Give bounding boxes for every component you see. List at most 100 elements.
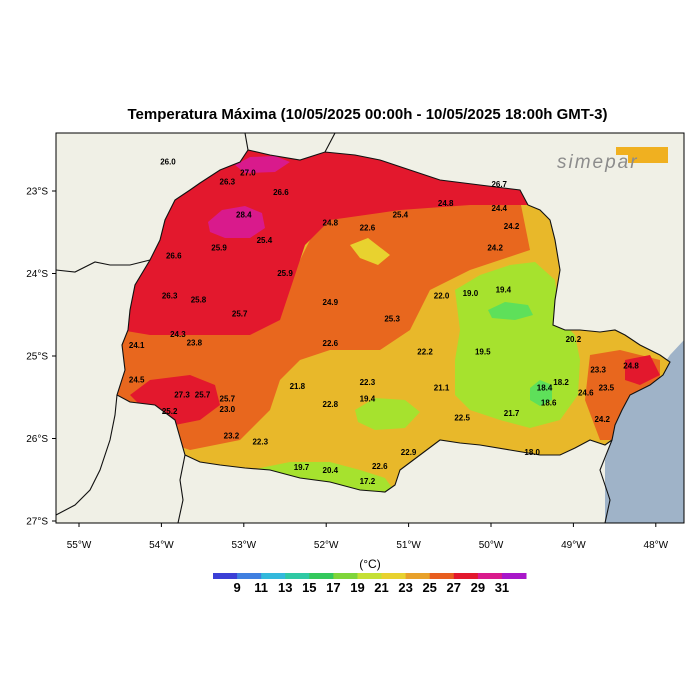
legend-label: 17 xyxy=(326,580,340,595)
station-value: 19.4 xyxy=(496,285,512,294)
lat-tick-label: 25°S xyxy=(26,352,48,363)
zone-21-shape xyxy=(350,238,390,265)
station-value: 24.9 xyxy=(323,298,339,307)
lat-tick-label: 26°S xyxy=(26,434,48,445)
sp-ms-border xyxy=(244,133,249,151)
station-value: 25.7 xyxy=(232,309,248,318)
longitude-axis: 55°W 54°W 53°W 52°W 51°W 50°W 49°W 48°W xyxy=(67,523,669,551)
map-area: 26.0 27.0 26.3 26.6 28.4 24.8 22.6 25.4 24.8 26.7… xyxy=(56,133,684,523)
legend-label: 13 xyxy=(278,580,292,595)
station-value: 27.3 xyxy=(174,390,190,399)
station-value: 25.3 xyxy=(384,314,400,323)
legend-label: 19 xyxy=(350,580,364,595)
station-value: 24.2 xyxy=(487,243,503,252)
logo-accent-icon xyxy=(616,147,668,163)
zone-27-east xyxy=(625,355,660,385)
station-value: 26.6 xyxy=(273,188,289,197)
legend-swatch xyxy=(237,573,262,579)
zone-21-south xyxy=(355,398,420,430)
station-value: 22.6 xyxy=(360,224,376,233)
station-value: 24.4 xyxy=(491,204,507,213)
borders xyxy=(56,133,671,523)
color-legend: (°C) 9 11 13 15 17 19 21 23 25 27 29 31 xyxy=(213,557,527,595)
station-value: 23.2 xyxy=(224,432,240,441)
simepar-logo: simepar xyxy=(557,147,668,173)
station-value: 21.7 xyxy=(504,409,520,418)
station-value: 23.3 xyxy=(590,366,606,375)
legend-label: 9 xyxy=(233,580,240,595)
station-value: 23.0 xyxy=(220,405,236,414)
station-value: 24.8 xyxy=(323,219,339,228)
station-value: 24.2 xyxy=(594,415,610,424)
legend-swatch xyxy=(381,573,407,579)
station-value: 18.0 xyxy=(524,448,540,457)
legend-swatch xyxy=(261,573,286,579)
logo-text: simepar xyxy=(557,152,639,173)
latitude-axis: 23°S 24°S 25°S 26°S 27°S xyxy=(26,187,56,528)
station-value: 25.7 xyxy=(220,394,236,403)
station-value: 17.2 xyxy=(360,477,376,486)
zone-29-north xyxy=(235,156,290,173)
station-values: 26.0 27.0 26.3 26.6 28.4 24.8 22.6 25.4 24.8 26.7… xyxy=(129,158,640,486)
station-value: 18.2 xyxy=(553,378,569,387)
station-value: 25.4 xyxy=(257,236,273,245)
station-value: 27.0 xyxy=(240,168,256,177)
ocean xyxy=(605,340,684,523)
legend-label: 23 xyxy=(398,580,412,595)
station-value: 24.8 xyxy=(623,361,639,370)
legend-label: 11 xyxy=(254,580,268,595)
paraguay-border xyxy=(56,259,151,273)
station-value: 21.8 xyxy=(290,382,306,391)
lon-tick-label: 48°W xyxy=(644,540,669,551)
legend-label: 25 xyxy=(422,580,436,595)
station-value: 22.3 xyxy=(360,378,376,387)
station-value: 26.6 xyxy=(166,252,182,261)
lon-tick-label: 54°W xyxy=(149,540,174,551)
station-value: 19.7 xyxy=(294,463,310,472)
station-value: 25.9 xyxy=(277,269,293,278)
zone-19-a xyxy=(488,302,533,320)
station-value: 24.5 xyxy=(129,375,145,384)
lon-tick-label: 55°W xyxy=(67,540,92,551)
zone-19-b xyxy=(530,380,552,406)
station-value: 22.3 xyxy=(252,437,268,446)
sp-inland-border xyxy=(324,133,336,153)
lat-tick-label: 24°S xyxy=(26,269,48,280)
station-value: 21.1 xyxy=(434,384,450,393)
station-value: 19.5 xyxy=(475,347,491,356)
station-value: 28.4 xyxy=(236,210,252,219)
station-value: 25.8 xyxy=(191,295,207,304)
legend-swatch xyxy=(477,573,503,579)
station-value: 24.6 xyxy=(578,389,594,398)
sc-border-east xyxy=(599,439,613,523)
station-value: 19.0 xyxy=(463,289,479,298)
station-value: 18.4 xyxy=(537,384,553,393)
station-value: 25.7 xyxy=(195,390,211,399)
argentina-border xyxy=(56,394,118,516)
station-value: 22.0 xyxy=(434,291,450,300)
station-value: 23.5 xyxy=(599,384,615,393)
legend-swatch xyxy=(453,573,479,579)
lon-tick-label: 51°W xyxy=(396,540,421,551)
station-value: 22.6 xyxy=(372,462,388,471)
station-value: 26.0 xyxy=(160,158,176,167)
parana-outline xyxy=(116,149,671,493)
legend-label: 29 xyxy=(471,580,485,595)
lon-tick-label: 50°W xyxy=(479,540,504,551)
station-value: 23.8 xyxy=(187,338,203,347)
zone-29-center xyxy=(208,206,265,238)
map-frame xyxy=(55,132,685,524)
station-value: 25.2 xyxy=(162,407,178,416)
legend-swatch xyxy=(405,573,431,579)
station-value: 25.9 xyxy=(211,243,227,252)
legend-label: 31 xyxy=(495,580,509,595)
legend-swatch xyxy=(213,573,238,579)
lon-tick-label: 52°W xyxy=(314,540,339,551)
lon-tick-label: 53°W xyxy=(232,540,257,551)
station-value: 25.4 xyxy=(393,210,409,219)
station-value: 20.4 xyxy=(323,466,339,475)
legend-label: 27 xyxy=(447,580,461,595)
legend-swatch xyxy=(357,573,383,579)
legend-swatch xyxy=(429,573,455,579)
